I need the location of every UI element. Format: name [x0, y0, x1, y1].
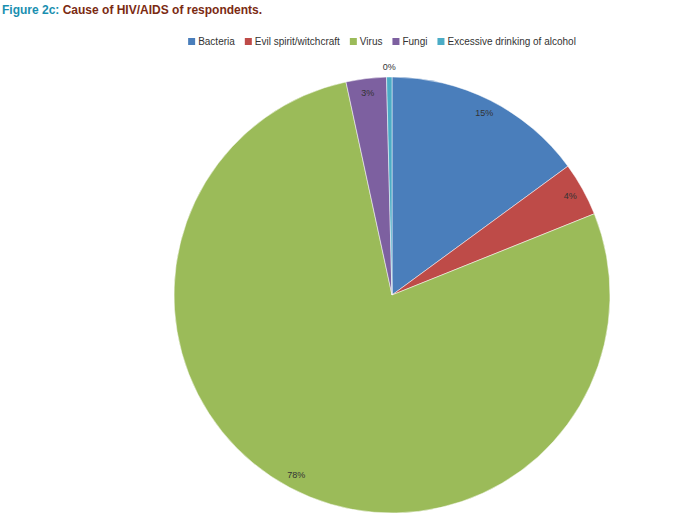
title-rest: Cause of HIV/AIDS of respondents.: [59, 3, 262, 17]
legend-label: Virus: [360, 36, 383, 47]
legend-item: Excessive drinking of alcohol: [437, 36, 575, 47]
legend-item: Bacteria: [188, 36, 235, 47]
data-label: 0%: [383, 62, 396, 72]
legend-swatch: [437, 38, 444, 45]
legend-item: Virus: [350, 36, 383, 47]
title: Figure 2c: Cause of HIV/AIDS of responde…: [2, 3, 262, 17]
legend-swatch: [392, 38, 399, 45]
legend-label: Bacteria: [198, 36, 235, 47]
title-lead: Figure 2c:: [2, 3, 59, 17]
legend-label: Evil spirit/witchcraft: [255, 36, 340, 47]
legend-item: Evil spirit/witchcraft: [245, 36, 340, 47]
legend-swatch: [188, 38, 195, 45]
data-label: 4%: [564, 191, 577, 201]
legend-label: Excessive drinking of alcohol: [447, 36, 575, 47]
legend-label: Fungi: [402, 36, 427, 47]
data-label: 78%: [287, 470, 305, 480]
data-labels: 15% 4% 78% 3% 0%: [287, 62, 577, 480]
chart: Figure 2c: Cause of HIV/AIDS of responde…: [0, 0, 684, 520]
data-label: 15%: [475, 108, 493, 118]
legend-item: Fungi: [392, 36, 427, 47]
pie: [174, 77, 610, 513]
legend: Bacteria Evil spirit/witchcraft Virus Fungi…: [188, 36, 576, 47]
slice: [346, 77, 392, 295]
legend-swatch: [245, 38, 252, 45]
slice: [387, 77, 392, 295]
data-label: 3%: [361, 88, 374, 98]
legend-swatch: [350, 38, 357, 45]
